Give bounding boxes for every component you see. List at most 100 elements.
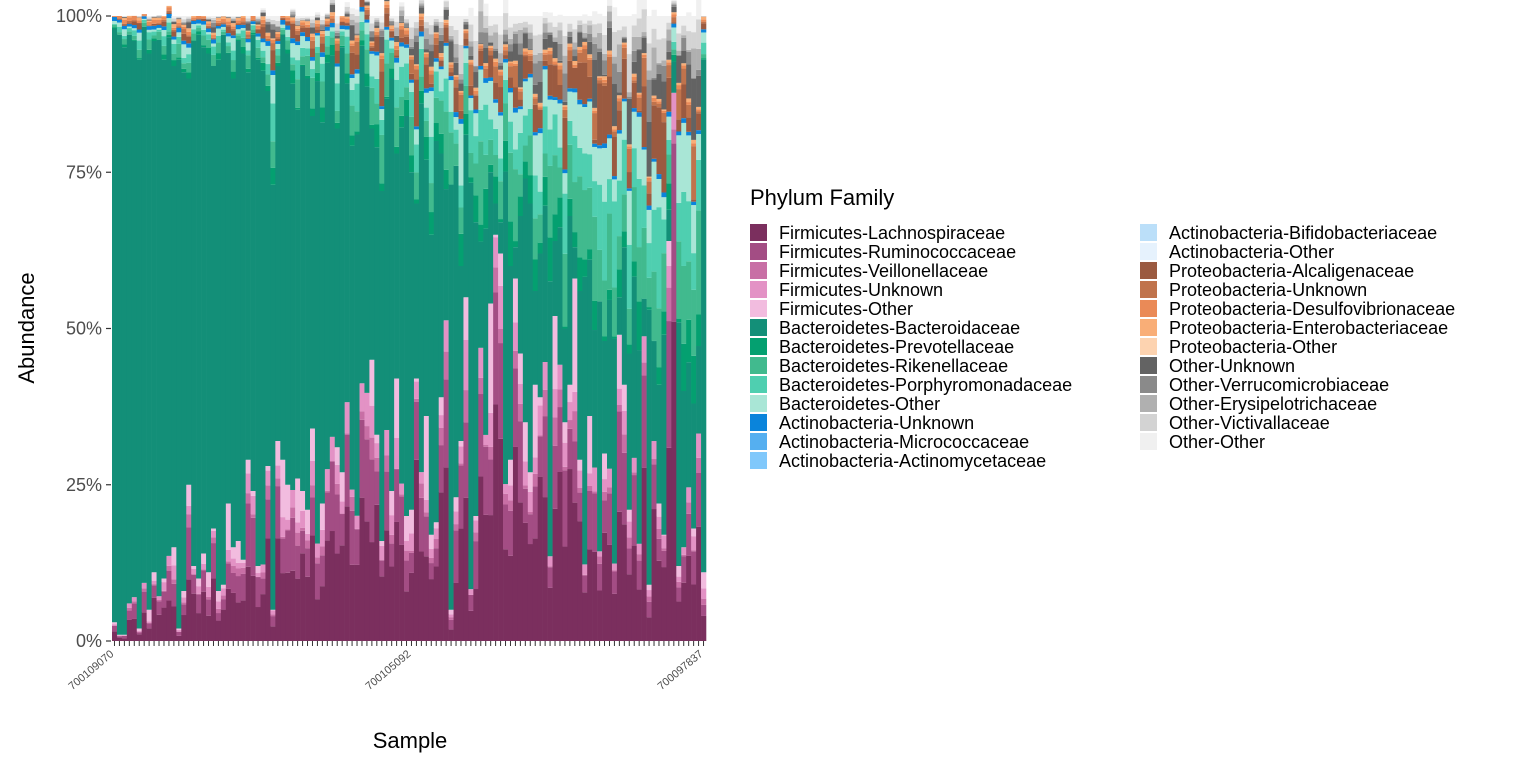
bar-segment (473, 516, 479, 521)
legend-label: Firmicutes-Veillonellaceae (779, 261, 988, 281)
bar-segment (394, 469, 400, 522)
bar-segment (671, 1, 677, 4)
bar-segment (438, 60, 444, 67)
bar-segment (666, 62, 672, 66)
bar-segment (314, 72, 321, 82)
bar-segment (196, 586, 202, 594)
bar-segment (181, 602, 187, 605)
bar-segment (215, 613, 222, 621)
bar-segment (503, 140, 509, 172)
bar-segment (428, 557, 435, 564)
bar-segment (656, 103, 662, 108)
bar-segment (329, 2, 336, 5)
bar-segment (607, 54, 613, 57)
bar-segment (661, 112, 667, 123)
bar-segment (225, 17, 232, 19)
bar-segment (696, 314, 702, 347)
bar-segment (206, 19, 212, 20)
bar-segment (537, 253, 543, 398)
bar-segment (215, 22, 222, 25)
bar-segment (597, 13, 603, 24)
bar-segment (572, 60, 578, 65)
bar-segment (512, 446, 519, 641)
bar-segment (171, 22, 177, 25)
bar-segment (696, 210, 702, 315)
bar-segment (443, 19, 449, 23)
bar-segment (196, 34, 202, 579)
bar-segment (112, 27, 118, 29)
bar-segment (473, 163, 479, 196)
bar-segment (310, 33, 316, 37)
bar-segment (582, 574, 588, 576)
bar-segment (537, 106, 543, 109)
bar-segment (344, 402, 350, 434)
bar-segment (488, 50, 494, 56)
bar-segment (582, 45, 588, 50)
bar-segment (671, 54, 677, 62)
bar-segment (230, 50, 237, 61)
bar-segment (418, 25, 425, 32)
bar-segment (344, 433, 350, 435)
bar-segment (433, 528, 439, 540)
bar-segment (171, 24, 177, 28)
bar-segment (211, 32, 217, 36)
bar-segment (522, 21, 529, 28)
bar-segment (651, 464, 657, 510)
bar-segment (418, 497, 425, 552)
bar-segment (532, 486, 538, 539)
bar-segment (354, 134, 360, 516)
bar-segment (354, 41, 360, 55)
bar-segment (686, 487, 692, 503)
bar-segment (191, 17, 197, 20)
bar-segment (567, 88, 573, 92)
bar-segment (443, 111, 449, 170)
bar-segment (656, 98, 662, 102)
bar-segment (493, 48, 499, 51)
bar-segment (285, 20, 291, 22)
bar-segment (562, 442, 568, 467)
bar-segment (181, 57, 187, 64)
bar-segment (512, 241, 519, 248)
bar-segment (428, 563, 435, 580)
bar-segment (691, 77, 697, 79)
bar-segment (602, 79, 608, 83)
bar-segment (418, 19, 425, 26)
bar-segment (458, 441, 464, 447)
bar-segment (220, 29, 227, 32)
bar-segment (701, 29, 707, 33)
bar-segment (626, 521, 633, 538)
bar-segment (448, 80, 454, 112)
bar-segment (275, 37, 281, 39)
bar-segment (522, 32, 529, 34)
bar-segment (512, 350, 519, 369)
bar-segment (225, 26, 232, 34)
bar-segment (552, 58, 558, 62)
bar-segment (280, 20, 286, 25)
bar-segment (696, 0, 702, 20)
bar-segment (166, 13, 172, 19)
bar-segment (532, 16, 538, 36)
bar-segment (433, 71, 439, 98)
bar-segment (131, 39, 138, 41)
bar-segment (399, 6, 405, 11)
bar-segment (240, 559, 246, 563)
bar-segment (512, 43, 519, 61)
bar-segment (399, 496, 405, 545)
bar-segment (493, 99, 499, 103)
bar-segment (413, 69, 420, 80)
bar-segment (250, 21, 256, 24)
bar-segment (597, 249, 603, 302)
bar-segment (557, 60, 563, 63)
bar-segment (319, 52, 326, 57)
bar-segment (587, 491, 593, 550)
bar-segment (290, 57, 296, 65)
bar-segment (290, 570, 296, 641)
bar-segment (646, 590, 652, 597)
bar-segment (270, 43, 276, 51)
bar-segment (201, 591, 207, 641)
bar-segment (592, 330, 598, 468)
bar-segment (240, 600, 246, 641)
bar-segment (354, 54, 360, 70)
bar-segment (290, 14, 296, 17)
